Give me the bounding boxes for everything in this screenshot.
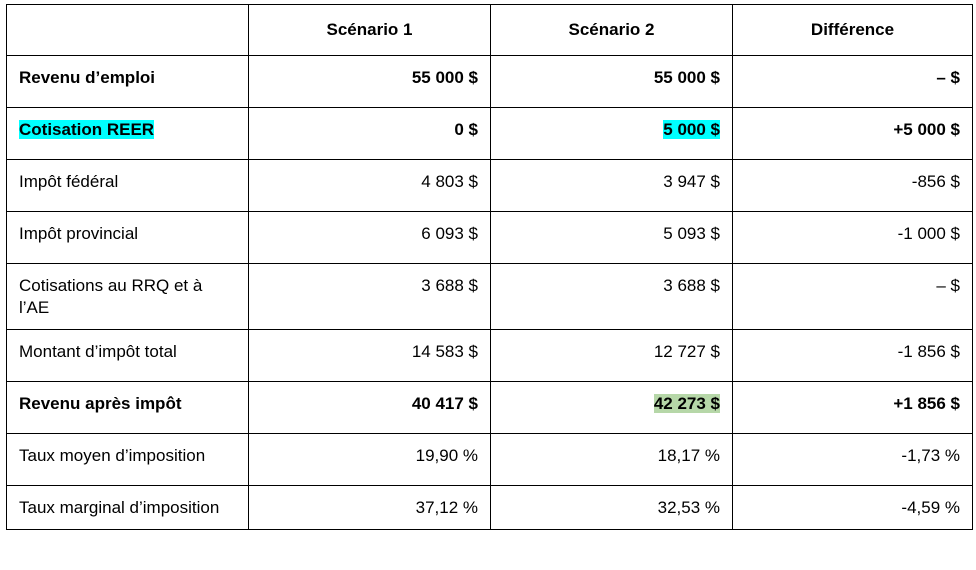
- difference-value: -1,73 %: [732, 433, 973, 486]
- table-row: Taux marginal d’imposition 37,12 % 32,53…: [6, 485, 973, 530]
- table-row: Impôt fédéral 4 803 $ 3 947 $ -856 $: [6, 159, 973, 212]
- row-label: Impôt provincial: [6, 211, 249, 264]
- scenario-2-value: 32,53 %: [490, 485, 733, 530]
- table-body: Revenu d’emploi 55 000 $ 55 000 $ – $ Co…: [6, 55, 973, 530]
- scenario-2-value: 3 947 $: [490, 159, 733, 212]
- scenario-1-value: 0 $: [248, 107, 491, 160]
- scenario-2-value: 3 688 $: [490, 263, 733, 330]
- row-label: Revenu d’emploi: [6, 55, 249, 108]
- difference-value: +1 856 $: [732, 381, 973, 434]
- scenario-1-value: 6 093 $: [248, 211, 491, 264]
- table-row: Impôt provincial 6 093 $ 5 093 $ -1 000 …: [6, 211, 973, 264]
- tax-comparison-table: Scénario 1 Scénario 2 Différence Revenu …: [6, 4, 973, 530]
- row-label: Taux marginal d’imposition: [6, 485, 249, 530]
- scenario-2-value: 12 727 $: [490, 329, 733, 382]
- table-row: Cotisation REER 0 $ 5 000 $ +5 000 $: [6, 107, 973, 160]
- row-label: Cotisation REER: [6, 107, 249, 160]
- row-label: Impôt fédéral: [6, 159, 249, 212]
- scenario-1-value: 37,12 %: [248, 485, 491, 530]
- highlighted-value: 42 273 $: [653, 394, 720, 413]
- scenario-1-value: 4 803 $: [248, 159, 491, 212]
- difference-value: -4,59 %: [732, 485, 973, 530]
- difference-value: -1 856 $: [732, 329, 973, 382]
- row-label: Montant d’impôt total: [6, 329, 249, 382]
- scenario-1-value: 40 417 $: [248, 381, 491, 434]
- highlighted-label: Cotisation REER: [19, 120, 155, 139]
- scenario-2-value: 5 000 $: [490, 107, 733, 160]
- scenario-1-value: 3 688 $: [248, 263, 491, 330]
- highlighted-value: 5 000 $: [663, 120, 720, 139]
- difference-value: +5 000 $: [732, 107, 973, 160]
- header-scenario-1: Scénario 1: [248, 4, 491, 56]
- scenario-1-value: 19,90 %: [248, 433, 491, 486]
- header-scenario-2: Scénario 2: [490, 4, 733, 56]
- header-row: Scénario 1 Scénario 2 Différence: [6, 4, 973, 56]
- difference-value: – $: [732, 263, 973, 330]
- table-row: Revenu d’emploi 55 000 $ 55 000 $ – $: [6, 55, 973, 108]
- row-label: Cotisations au RRQ et à l’AE: [6, 263, 249, 330]
- table-row: Montant d’impôt total 14 583 $ 12 727 $ …: [6, 329, 973, 382]
- scenario-2-value: 18,17 %: [490, 433, 733, 486]
- header-difference: Différence: [732, 4, 973, 56]
- difference-value: -856 $: [732, 159, 973, 212]
- scenario-1-value: 14 583 $: [248, 329, 491, 382]
- scenario-2-value: 55 000 $: [490, 55, 733, 108]
- row-label: Taux moyen d’imposition: [6, 433, 249, 486]
- table-row: Taux moyen d’imposition 19,90 % 18,17 % …: [6, 433, 973, 486]
- scenario-2-value: 5 093 $: [490, 211, 733, 264]
- header-empty: [6, 4, 249, 56]
- difference-value: – $: [732, 55, 973, 108]
- scenario-2-value: 42 273 $: [490, 381, 733, 434]
- difference-value: -1 000 $: [732, 211, 973, 264]
- scenario-1-value: 55 000 $: [248, 55, 491, 108]
- table-row: Cotisations au RRQ et à l’AE 3 688 $ 3 6…: [6, 263, 973, 330]
- table-row: Revenu après impôt 40 417 $ 42 273 $ +1 …: [6, 381, 973, 434]
- row-label: Revenu après impôt: [6, 381, 249, 434]
